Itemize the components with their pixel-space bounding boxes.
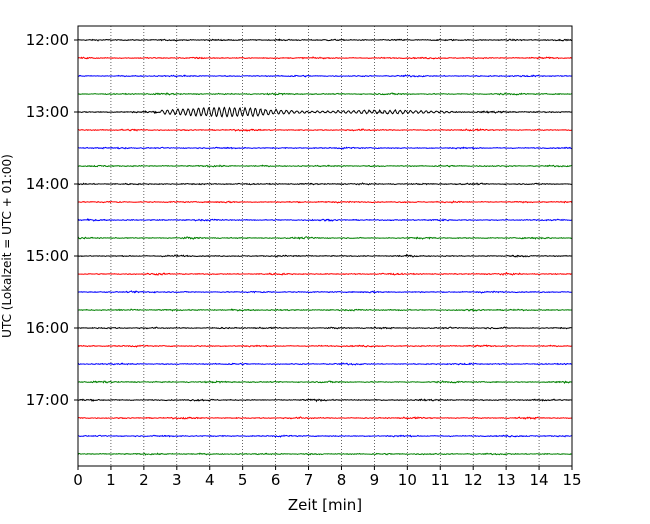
y-tick-label: 17:00 [26,391,69,409]
trace-line [77,362,573,366]
trace-line [77,74,573,78]
trace-line [77,164,573,168]
x-tick-label: 3 [172,471,182,489]
trace-line [77,38,573,42]
x-tick-label: 2 [139,471,149,489]
grid-layer [110,26,540,466]
trace-line [77,380,573,384]
x-tick-label: 12 [464,471,483,489]
x-tick-label: 6 [271,471,281,489]
x-tick-label: 1 [106,471,116,489]
x-tick-label: 8 [337,471,347,489]
trace-line [78,271,573,277]
trace-line [77,452,573,456]
trace-layer [77,38,573,456]
x-axis-label: Zeit [min] [288,496,362,514]
trace-line [77,236,573,240]
x-tick-label: 14 [530,471,549,489]
x-tick-label: 9 [370,471,380,489]
x-tick-label: 0 [73,471,83,489]
x-tick-label: 4 [205,471,215,489]
y-tick-label: 13:00 [26,103,69,121]
trace-line [77,398,573,403]
trace-line [77,56,573,60]
y-tick-label: 14:00 [26,175,69,193]
trace-line [77,416,573,420]
x-tick-label: 15 [562,471,581,489]
trace-line [77,200,573,204]
x-tick-label: 10 [398,471,417,489]
trace-line [77,308,573,312]
x-tick-label: 13 [497,471,516,489]
trace-line [77,218,573,222]
trace-line [77,326,573,330]
y-axis-label: UTC (Lokalzeit = UTC + 01:00) [0,154,14,338]
y-tick-label: 12:00 [26,31,69,49]
trace-line [77,106,573,118]
trace-line [77,290,573,294]
y-tick-label: 15:00 [26,247,69,265]
trace-line [77,146,573,150]
trace-line [77,434,573,438]
x-tick-label: 5 [238,471,248,489]
trace-line [77,344,573,348]
x-tick-label: 11 [431,471,450,489]
y-tick-label: 16:00 [26,319,69,337]
trace-line [77,253,573,258]
plot-frame [77,25,573,467]
trace-line [77,182,573,186]
trace-line [77,128,573,132]
trace-line [77,92,573,96]
x-tick-label: 7 [304,471,314,489]
axis-layer: 0 1 2 3 4 5 6 7 8 9 10 11 12 13 14 1512:0013:0014:0015:… [26,31,582,489]
